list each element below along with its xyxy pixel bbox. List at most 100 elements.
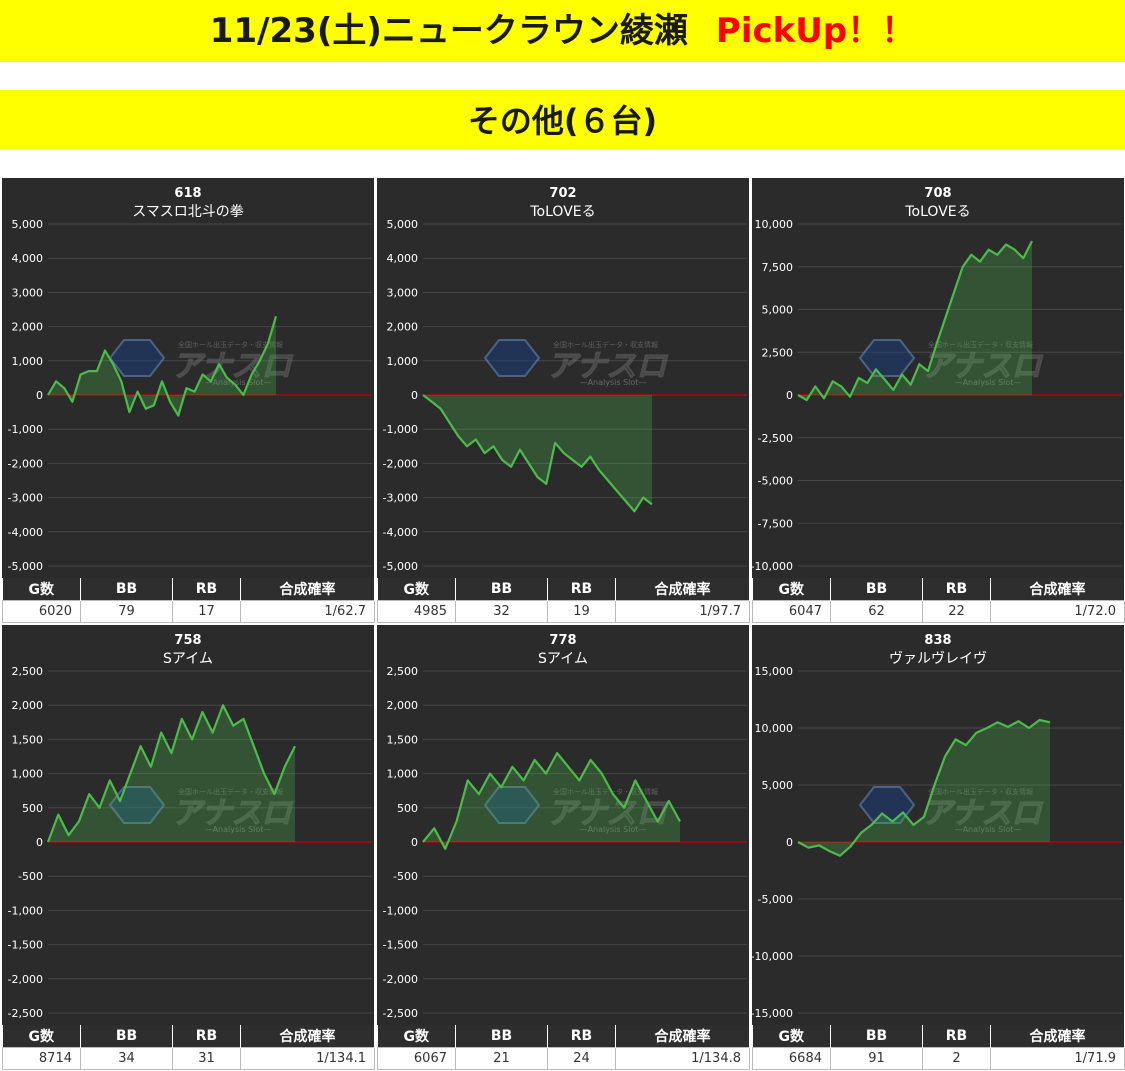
svg-text:—Analysis Slot—: —Analysis Slot— xyxy=(205,825,272,834)
stats-header-row: G数 BB RB 合成確率 xyxy=(2,578,375,601)
games-value: 6067 xyxy=(377,1047,456,1070)
machine-number: 618 xyxy=(174,186,201,201)
games-value: 4985 xyxy=(377,600,456,623)
y-tick-label: -1,000 xyxy=(8,423,43,436)
bb-header: BB xyxy=(80,1025,173,1048)
y-tick-label: -3,000 xyxy=(383,492,418,505)
y-tick-label: 2,500 xyxy=(387,665,419,678)
series-line xyxy=(46,704,296,843)
y-tick-label: -500 xyxy=(393,870,418,883)
bb-value: 91 xyxy=(830,1047,923,1070)
y-tick-label: -10,000 xyxy=(752,950,793,963)
y-tick-label: -2,500 xyxy=(383,1007,418,1020)
prob-value: 1/134.8 xyxy=(615,1047,750,1070)
rb-value: 2 xyxy=(922,1047,991,1070)
y-tick-label: -5,000 xyxy=(8,560,43,573)
header-title: 11/23(土)ニュークラウン綾瀬 xyxy=(209,11,688,51)
series-line xyxy=(47,315,278,417)
y-tick-label: -4,000 xyxy=(383,526,418,539)
y-tick-label: 1,000 xyxy=(387,355,419,368)
y-tick-label: 1,500 xyxy=(387,733,419,746)
y-tick-label: 10,000 xyxy=(755,722,794,735)
y-tick-label: -7,500 xyxy=(758,517,793,530)
y-tick-label: -2,000 xyxy=(383,973,418,986)
svg-text:アナスロ: アナスロ xyxy=(172,796,293,831)
y-tick-label: 0 xyxy=(36,836,43,849)
y-tick-label: 500 xyxy=(397,802,418,815)
stats-header-row: G数 BB RB 合成確率 xyxy=(752,578,1125,601)
prob-value: 1/97.7 xyxy=(615,600,750,623)
games-header: G数 xyxy=(377,578,456,601)
y-tick-label: -4,000 xyxy=(8,526,43,539)
stats-header-row: G数 BB RB 合成確率 xyxy=(2,1025,375,1048)
series-area xyxy=(423,753,680,849)
y-tick-label: 2,500 xyxy=(12,665,44,678)
y-tick-label: 2,000 xyxy=(12,699,44,712)
y-tick-label: -5,000 xyxy=(758,893,793,906)
y-tick-label: -1,000 xyxy=(383,423,418,436)
machine-panel: 778 Sアイム 2,500 2,000 1,500 1,000 500 0 -500 -1,00… xyxy=(377,625,750,1071)
games-value: 6047 xyxy=(752,600,831,623)
subtitle-banner: その他(６台) xyxy=(0,90,1125,152)
y-tick-label: 2,000 xyxy=(387,321,419,334)
y-tick-label: -10,000 xyxy=(752,560,793,573)
y-tick-label: 4,000 xyxy=(12,252,44,265)
series-line xyxy=(797,718,1051,857)
rb-header: RB xyxy=(547,1025,616,1048)
y-tick-label: 5,000 xyxy=(12,218,44,231)
svg-text:—Analysis Slot—: —Analysis Slot— xyxy=(205,378,272,387)
y-tick-label: 3,000 xyxy=(12,286,44,299)
stats-table: G数 BB RB 合成確率 6047 62 22 1/72.0 xyxy=(752,578,1125,623)
series-area xyxy=(423,395,652,512)
machine-name: Sアイム xyxy=(163,651,213,667)
prob-header: 合成確率 xyxy=(990,1025,1125,1048)
y-tick-label: -1,500 xyxy=(8,939,43,952)
header-banner: 11/23(土)ニュークラウン綾瀬 PickUp！！ xyxy=(0,0,1125,65)
y-tick-label: 0 xyxy=(786,389,793,402)
games-header: G数 xyxy=(377,1025,456,1048)
y-tick-label: -1,500 xyxy=(383,939,418,952)
y-tick-label: 10,000 xyxy=(755,218,794,231)
bb-value: 34 xyxy=(80,1047,173,1070)
series-line xyxy=(797,240,1033,402)
prob-value: 1/62.7 xyxy=(240,600,375,623)
stats-table: G数 BB RB 合成確率 8714 34 31 1/134.1 xyxy=(2,1025,375,1070)
stats-table: G数 BB RB 合成確率 6067 21 24 1/134.8 xyxy=(377,1025,750,1070)
games-header: G数 xyxy=(2,1025,81,1048)
machine-name: ToLOVEる xyxy=(904,204,970,220)
bb-header: BB xyxy=(80,578,173,601)
rb-header: RB xyxy=(547,578,616,601)
machine-name: スマスロ北斗の拳 xyxy=(132,204,244,220)
machine-name: Sアイム xyxy=(538,651,588,667)
rb-value: 31 xyxy=(172,1047,241,1070)
series-line xyxy=(422,752,681,850)
series-area xyxy=(798,720,1050,856)
bb-value: 79 xyxy=(80,600,173,623)
y-tick-label: 500 xyxy=(22,802,43,815)
machine-panel: 702 ToLOVEる 5,000 4,000 3,000 2,000 1,000 0 -1,0… xyxy=(377,178,750,624)
pickup-label: PickUp！！ xyxy=(715,11,916,51)
rb-value: 19 xyxy=(547,600,616,623)
y-tick-label: 5,000 xyxy=(762,779,794,792)
y-tick-label: 1,000 xyxy=(12,355,44,368)
svg-text:アナスロ: アナスロ xyxy=(922,796,1043,831)
y-tick-label: -5,000 xyxy=(758,475,793,488)
y-tick-label: -3,000 xyxy=(8,492,43,505)
y-tick-label: 1,000 xyxy=(12,768,44,781)
stats-row: 4985 32 19 1/97.7 xyxy=(377,600,750,623)
y-tick-label: -1,000 xyxy=(383,904,418,917)
prob-header: 合成確率 xyxy=(990,578,1125,601)
y-tick-label: -2,000 xyxy=(8,457,43,470)
y-tick-label: 0 xyxy=(411,389,418,402)
stats-header-row: G数 BB RB 合成確率 xyxy=(752,1025,1125,1048)
y-tick-label: 5,000 xyxy=(387,218,419,231)
prob-header: 合成確率 xyxy=(615,578,750,601)
stats-row: 6684 91 2 1/71.9 xyxy=(752,1047,1125,1070)
stats-row: 6047 62 22 1/72.0 xyxy=(752,600,1125,623)
games-header: G数 xyxy=(752,578,831,601)
games-value: 6684 xyxy=(752,1047,831,1070)
machine-number: 838 xyxy=(924,633,951,648)
